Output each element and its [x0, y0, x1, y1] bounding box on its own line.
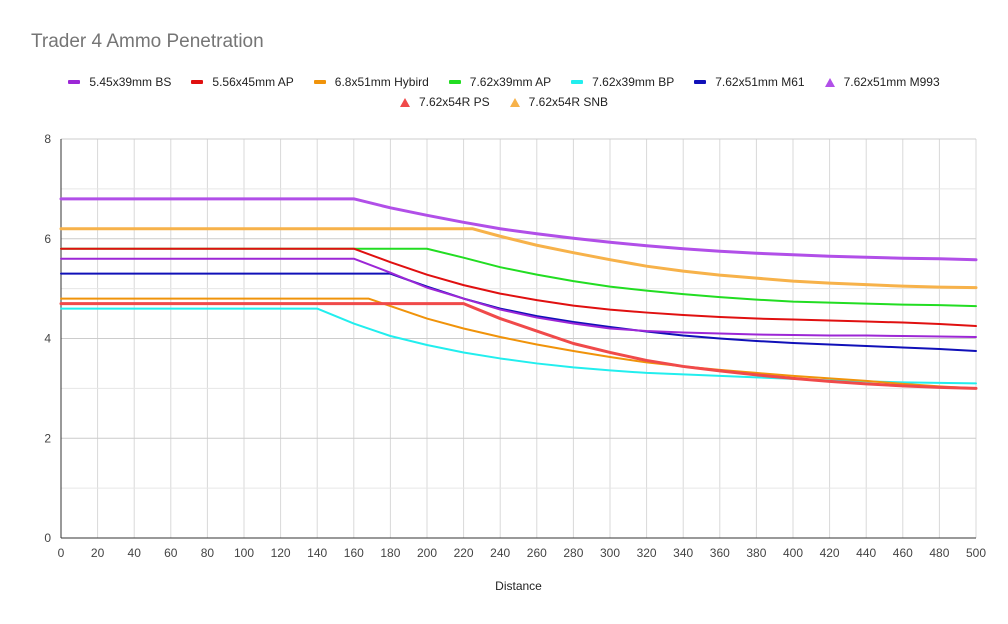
- y-tick-label: 0: [44, 531, 51, 545]
- legend-item[interactable]: 7.62x51mm M61: [694, 75, 805, 89]
- legend-swatch: [313, 80, 326, 84]
- y-tick-label: 4: [44, 332, 51, 346]
- legend-label: 7.62x54R SNB: [528, 95, 609, 109]
- x-tick-label: 260: [527, 546, 547, 560]
- legend-item[interactable]: 5.45x39mm BS: [68, 75, 171, 89]
- x-tick-label: 0: [58, 546, 65, 560]
- x-tick-label: 380: [746, 546, 766, 560]
- legend-label: 7.62x51mm M61: [715, 75, 805, 89]
- x-tick-label: 20: [91, 546, 105, 560]
- legend-label: 7.62x39mm AP: [469, 75, 552, 89]
- x-tick-label: 140: [307, 546, 327, 560]
- x-tick-label: 500: [966, 546, 986, 560]
- legend-triangle-icon: [509, 97, 520, 107]
- series-line: [60, 247, 977, 328]
- y-tick-label: 8: [44, 132, 51, 146]
- legend-item[interactable]: 7.62x39mm BP: [571, 75, 674, 89]
- x-tick-label: 240: [490, 546, 510, 560]
- x-tick-label: 340: [673, 546, 693, 560]
- y-tick-label: 6: [44, 232, 51, 246]
- legend-row-1: 5.45x39mm BS 5.56x45mm AP 6.8x51mm Hybir…: [0, 75, 1008, 89]
- legend-item[interactable]: 7.62x51mm M993: [824, 75, 940, 89]
- x-tick-label: 480: [929, 546, 949, 560]
- x-tick-label: 80: [201, 546, 215, 560]
- legend-swatch: [68, 80, 81, 84]
- x-tick-label: 60: [164, 546, 178, 560]
- legend-swatch: [694, 80, 707, 84]
- y-tick-label: 2: [44, 431, 51, 445]
- series-line: [59, 197, 978, 262]
- series-line: [60, 297, 977, 390]
- x-tick-label: 200: [417, 546, 437, 560]
- x-tick-label: 120: [271, 546, 291, 560]
- legend-item[interactable]: 7.62x39mm AP: [448, 75, 552, 89]
- legend-label: 7.62x54R PS: [418, 95, 490, 109]
- series-line: [60, 272, 977, 352]
- x-tick-label: 40: [128, 546, 142, 560]
- x-tick-label: 220: [454, 546, 474, 560]
- legend-item[interactable]: 7.62x54R PS: [399, 95, 490, 109]
- chart-title: Trader 4 Ammo Penetration: [31, 31, 264, 52]
- legend-label: 5.45x39mm BS: [89, 75, 172, 89]
- legend-label: 6.8x51mm Hybird: [334, 75, 429, 89]
- x-tick-label: 440: [856, 546, 876, 560]
- legend-label: 7.62x39mm BP: [592, 75, 675, 89]
- series-line: [60, 257, 977, 339]
- x-tick-label: 100: [234, 546, 254, 560]
- legend-swatch: [191, 80, 204, 84]
- x-tick-label: 460: [893, 546, 913, 560]
- x-tick-label: 180: [380, 546, 400, 560]
- x-tick-label: 320: [637, 546, 657, 560]
- legend-triangle-icon: [399, 97, 410, 107]
- legend-triangle-icon: [824, 77, 835, 87]
- x-tick-label: 300: [600, 546, 620, 560]
- legend-item[interactable]: 7.62x54R SNB: [509, 95, 609, 109]
- series-line: [60, 247, 977, 308]
- series-line: [59, 227, 978, 290]
- x-tick-label: 280: [563, 546, 583, 560]
- legend-row-2: 7.62x54R PS 7.62x54R SNB: [0, 95, 1008, 109]
- legend-label: 5.56x45mm AP: [212, 75, 294, 89]
- legend-item[interactable]: 6.8x51mm Hybird: [313, 75, 429, 89]
- legend-label: 7.62x51mm M993: [843, 75, 940, 89]
- x-axis-label: Distance: [495, 579, 542, 593]
- legend-item[interactable]: 5.56x45mm AP: [191, 75, 294, 89]
- legend-swatch: [448, 80, 461, 84]
- legend-swatch: [571, 80, 584, 84]
- series-line: [59, 302, 978, 390]
- x-tick-label: 400: [783, 546, 803, 560]
- x-tick-label: 160: [344, 546, 364, 560]
- x-tick-label: 360: [710, 546, 730, 560]
- x-tick-label: 420: [820, 546, 840, 560]
